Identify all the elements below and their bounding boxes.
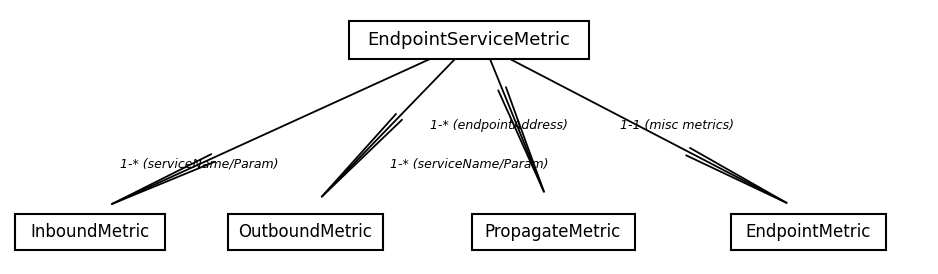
FancyBboxPatch shape: [472, 214, 634, 250]
Text: 1-* (endpointAddress): 1-* (endpointAddress): [430, 119, 567, 133]
Text: EndpointMetric: EndpointMetric: [746, 223, 870, 241]
FancyBboxPatch shape: [15, 214, 165, 250]
Text: EndpointServiceMetric: EndpointServiceMetric: [368, 31, 570, 49]
FancyBboxPatch shape: [731, 214, 885, 250]
Text: 1-* (serviceName/Param): 1-* (serviceName/Param): [120, 158, 279, 170]
Text: InboundMetric: InboundMetric: [30, 223, 150, 241]
Text: 1-1 (misc metrics): 1-1 (misc metrics): [620, 119, 734, 133]
Text: PropagateMetric: PropagateMetric: [485, 223, 621, 241]
FancyBboxPatch shape: [349, 21, 589, 59]
FancyBboxPatch shape: [228, 214, 383, 250]
Text: 1-* (serviceName/Param): 1-* (serviceName/Param): [390, 158, 549, 170]
Text: OutboundMetric: OutboundMetric: [238, 223, 372, 241]
